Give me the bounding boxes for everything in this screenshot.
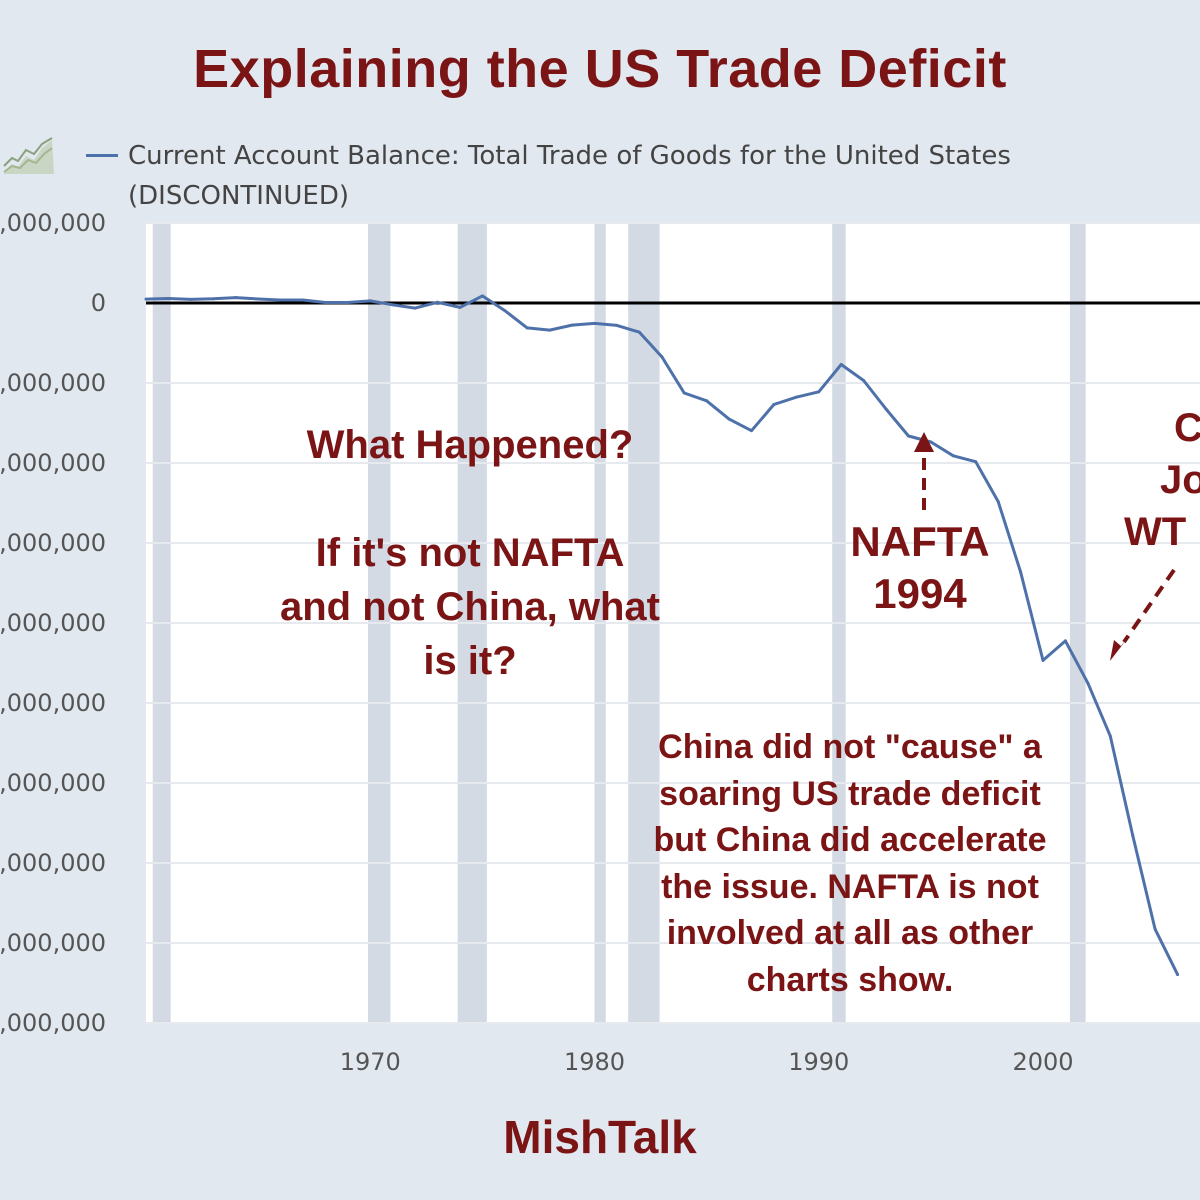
data-point <box>391 303 395 307</box>
data-point <box>346 301 350 305</box>
y-axis-ticks: ,000,000 0 ,000,000 ,000,000 ,000,000 ,000,00… <box>0 209 106 1037</box>
data-point <box>749 429 753 433</box>
annotation-line: but China did accelerate <box>653 821 1047 859</box>
annotation-line: involved at all as other <box>666 914 1034 952</box>
y-tick-label: ,000,000 <box>0 689 106 717</box>
data-point <box>615 323 619 327</box>
data-point <box>1176 973 1180 977</box>
data-point <box>1131 833 1135 837</box>
data-point <box>234 296 238 300</box>
data-point <box>480 294 484 298</box>
annotation-line: soaring US trade deficit <box>659 774 1041 813</box>
data-point <box>705 399 709 403</box>
y-tick-label: ,000,000 <box>0 769 106 797</box>
data-point <box>772 403 776 407</box>
legend-label: Current Account Balance: Total Trade of … <box>128 136 1128 216</box>
annotation-china-wto: C Jo WT <box>1120 402 1200 558</box>
data-point <box>682 391 686 395</box>
data-point <box>996 500 1000 504</box>
data-point <box>727 417 731 421</box>
data-point <box>884 407 888 411</box>
y-tick-label: ,000,000 <box>0 529 106 557</box>
annotation-arrows <box>914 432 1176 661</box>
data-point <box>323 301 327 305</box>
nafta-arrowhead <box>914 432 934 452</box>
annotation-line: and not China, what <box>280 585 660 629</box>
annotation-what-happened: What Happened? If it's not NAFTA and not… <box>220 418 720 688</box>
annotation-line: Jo <box>1160 458 1200 502</box>
data-point <box>974 460 978 464</box>
data-point <box>817 390 821 394</box>
data-point <box>189 297 193 301</box>
data-point <box>951 454 955 458</box>
data-point <box>660 355 664 359</box>
y-tick-label: ,000,000 <box>0 929 106 957</box>
footer-brand: MishTalk <box>503 1111 697 1163</box>
y-tick-label: ,000,000 <box>0 849 106 877</box>
data-point <box>929 440 933 444</box>
y-tick-label: ,000,000 <box>0 1009 106 1037</box>
line-chart-icon <box>3 137 54 174</box>
data-point <box>794 395 798 399</box>
data-point <box>637 330 641 334</box>
annotation-line: WT <box>1124 510 1187 554</box>
data-point <box>301 298 305 302</box>
china-arrow-shaft <box>1122 568 1176 644</box>
annotation-line: C <box>1174 406 1200 450</box>
y-tick-label: ,000,000 <box>0 609 106 637</box>
data-point <box>1063 639 1067 643</box>
data-point <box>211 297 215 301</box>
legend-line: (DISCONTINUED) <box>128 181 350 211</box>
annotation-line: the issue. NAFTA is not <box>661 867 1039 906</box>
annotation-line: is it? <box>423 639 517 683</box>
x-tick-label: 2000 <box>1012 1048 1073 1076</box>
legend: Current Account Balance: Total Trade of … <box>0 132 1200 222</box>
x-tick-label: 1980 <box>564 1048 625 1076</box>
y-tick-label: ,000,000 <box>0 369 106 397</box>
data-point <box>1086 681 1090 685</box>
annotation-line: charts show. <box>746 960 954 999</box>
annotation-line: China did not "cause" a <box>658 728 1042 766</box>
data-point <box>862 379 866 383</box>
data-point <box>1108 734 1112 738</box>
y-tick-label: 0 <box>91 289 106 317</box>
annotation-question: What Happened? <box>306 423 634 467</box>
x-tick-label: 1990 <box>788 1048 849 1076</box>
data-point <box>144 297 148 301</box>
data-point <box>503 309 507 313</box>
data-point <box>1041 658 1045 662</box>
y-tick-label: ,000,000 <box>0 449 106 477</box>
china-arrowhead <box>1110 635 1130 661</box>
series-layer <box>144 294 1180 977</box>
data-point <box>1153 927 1157 931</box>
data-point <box>525 326 529 330</box>
chart-title: Explaining the US Trade Deficit <box>193 39 1007 99</box>
annotation-china-note: China did not "cause" a soaring US trade… <box>600 724 1100 1003</box>
data-point <box>458 305 462 309</box>
data-point <box>279 298 283 302</box>
data-point <box>436 300 440 304</box>
legend-line: Current Account Balance: Total Trade of … <box>128 141 1011 171</box>
legend-series-swatch <box>86 154 118 157</box>
annotation-line: 1994 <box>873 570 967 617</box>
data-point <box>413 306 417 310</box>
x-tick-label: 1970 <box>340 1048 401 1076</box>
data-point <box>548 328 552 332</box>
data-point <box>256 297 260 301</box>
data-point <box>906 434 910 438</box>
data-point <box>1019 570 1023 574</box>
annotation-line: If it's not NAFTA <box>315 531 625 575</box>
y-tick-label: ,000,000 <box>0 209 106 237</box>
annotation-nafta: NAFTA 1994 <box>820 516 1020 620</box>
data-point <box>166 297 170 301</box>
data-point <box>570 323 574 327</box>
data-point <box>593 321 597 325</box>
data-point <box>368 299 372 303</box>
x-axis-ticks: 1970 1980 1990 2000 <box>340 1048 1074 1076</box>
annotation-line: NAFTA <box>850 518 990 565</box>
data-point <box>839 363 843 367</box>
gridlines <box>146 222 1200 1024</box>
